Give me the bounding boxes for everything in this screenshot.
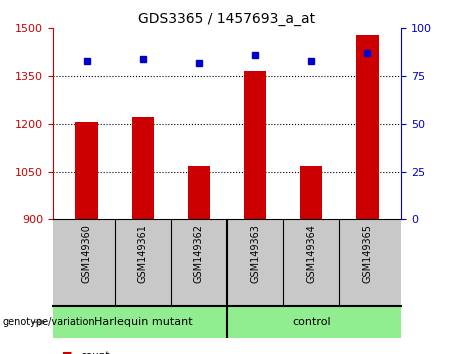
Title: GDS3365 / 1457693_a_at: GDS3365 / 1457693_a_at bbox=[138, 12, 316, 26]
Text: GSM149360: GSM149360 bbox=[82, 224, 92, 283]
Text: ■: ■ bbox=[62, 351, 73, 354]
Text: GSM149365: GSM149365 bbox=[362, 224, 372, 283]
Bar bbox=[131, 117, 154, 219]
Bar bbox=[188, 166, 210, 219]
Bar bbox=[300, 166, 323, 219]
Text: genotype/variation: genotype/variation bbox=[2, 317, 95, 327]
Text: GSM149361: GSM149361 bbox=[138, 224, 148, 283]
Text: Harlequin mutant: Harlequin mutant bbox=[94, 317, 192, 327]
Text: GSM149363: GSM149363 bbox=[250, 224, 260, 283]
Bar bbox=[244, 72, 266, 219]
Text: count: count bbox=[81, 351, 110, 354]
Bar bbox=[76, 122, 98, 219]
Text: GSM149364: GSM149364 bbox=[306, 224, 316, 283]
Text: control: control bbox=[292, 317, 331, 327]
Bar bbox=[356, 35, 378, 219]
Text: GSM149362: GSM149362 bbox=[194, 224, 204, 283]
